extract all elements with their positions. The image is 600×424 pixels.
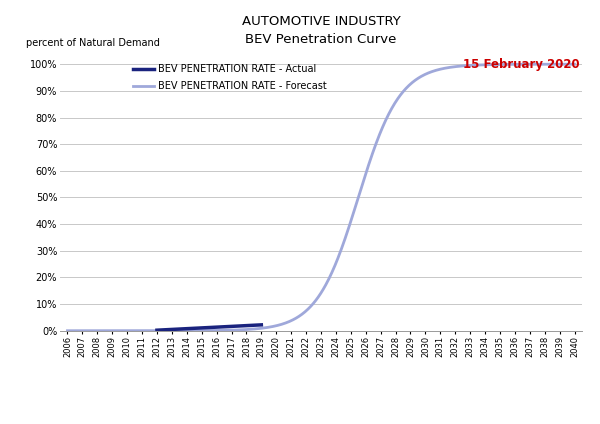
Text: percent of Natural Demand: percent of Natural Demand [26, 38, 160, 48]
Title: AUTOMOTIVE INDUSTRY
BEV Penetration Curve: AUTOMOTIVE INDUSTRY BEV Penetration Curv… [242, 14, 400, 45]
Legend: BEV PENETRATION RATE - Actual, BEV PENETRATION RATE - Forecast: BEV PENETRATION RATE - Actual, BEV PENET… [133, 64, 327, 91]
Text: 15 February 2020: 15 February 2020 [463, 58, 580, 71]
